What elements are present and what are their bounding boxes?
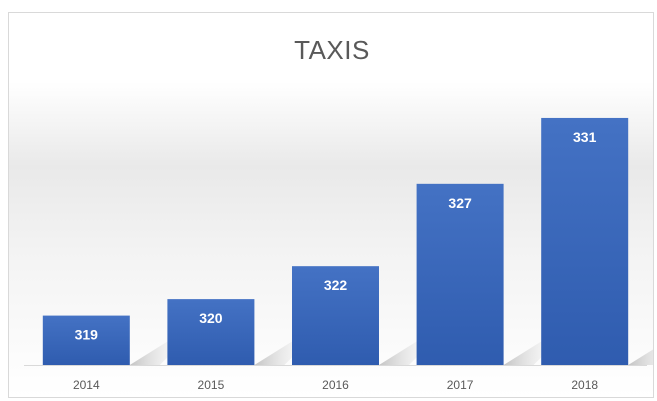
bars-group [42, 117, 629, 365]
bar-shadow [628, 349, 653, 365]
bar-2017 [416, 183, 504, 365]
bar-2015 [167, 299, 255, 365]
bar-chart: 319 320 322 327 331 2014 2015 2016 2017 2018 [24, 117, 653, 392]
data-label: 327 [448, 195, 472, 211]
x-tick-labels-group: 2014 2015 2016 2017 2018 [73, 378, 598, 392]
bar-2016 [292, 266, 379, 365]
data-labels-group: 319 320 322 327 331 [75, 129, 597, 343]
x-tick-label: 2014 [73, 378, 100, 392]
bar-2014 [42, 315, 130, 365]
data-label: 331 [573, 129, 597, 145]
chart-title: TAXIS [294, 35, 370, 65]
data-label: 320 [199, 310, 223, 326]
bar-2018 [541, 117, 629, 365]
data-label: 319 [75, 327, 99, 343]
x-tick-label: 2017 [447, 378, 474, 392]
x-tick-label: 2015 [198, 378, 225, 392]
chart-frame: TAXIS 319 320 322 327 331 2014 2015 2016 2017 20… [8, 12, 654, 398]
x-tick-label: 2016 [322, 378, 349, 392]
data-label: 322 [324, 277, 348, 293]
x-tick-label: 2018 [571, 378, 598, 392]
